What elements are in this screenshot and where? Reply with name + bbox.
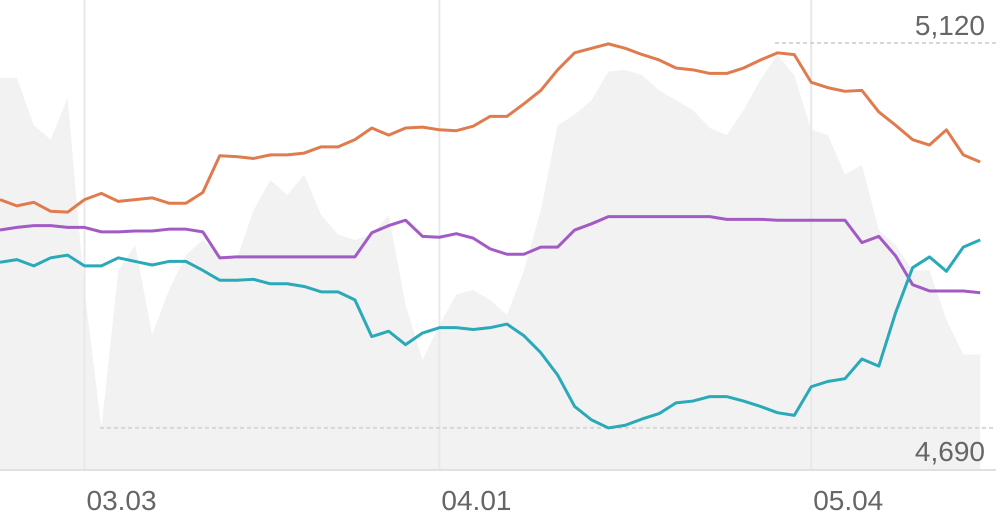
area: [0, 54, 981, 470]
line: [0, 42, 981, 214]
line: [0, 215, 981, 295]
y-tick-label: 4,690: [915, 436, 985, 467]
x-tick-label: 05.04: [813, 485, 883, 516]
line: [0, 238, 981, 430]
x-tick-label: 03.03: [87, 485, 157, 516]
y-tick-label: 5,120: [915, 10, 985, 41]
x-tick-label: 04.01: [441, 485, 511, 516]
